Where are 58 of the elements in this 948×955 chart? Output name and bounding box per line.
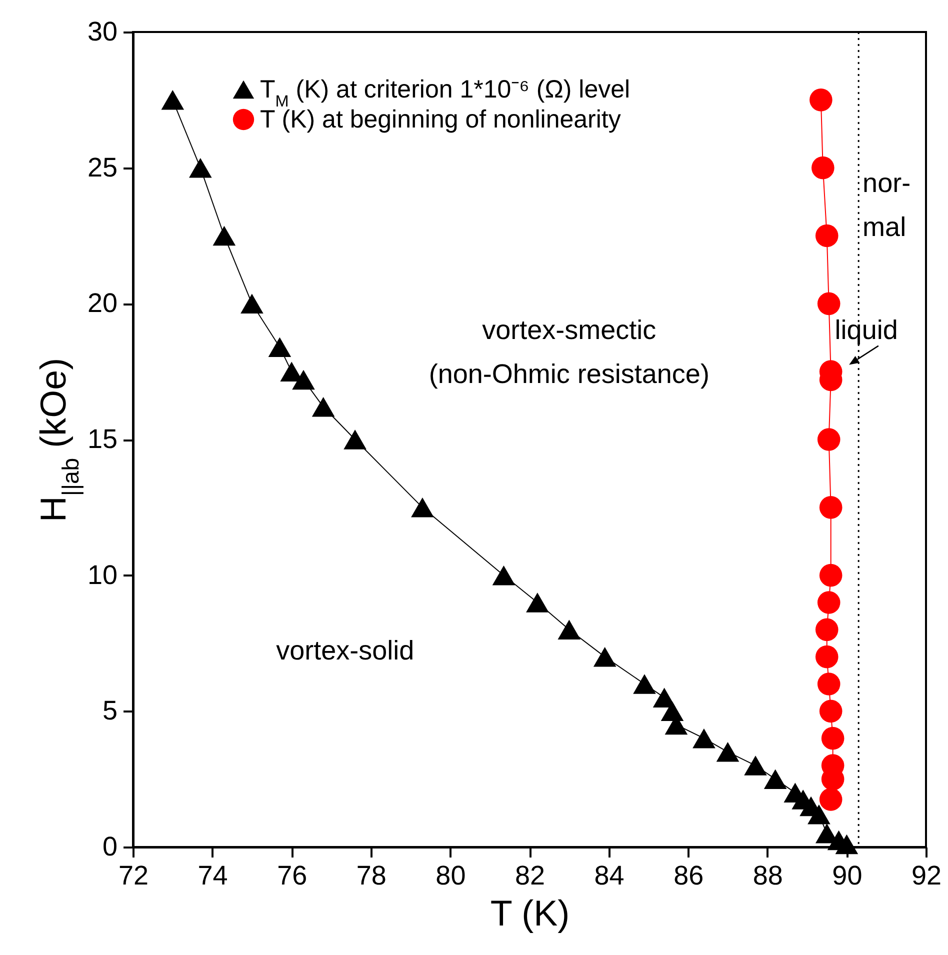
point <box>558 620 581 640</box>
point <box>411 498 434 518</box>
point <box>268 337 292 358</box>
point <box>492 565 516 586</box>
y-tick-label: 20 <box>87 288 118 318</box>
point <box>819 788 842 811</box>
point <box>817 292 840 316</box>
x-tick-label: 86 <box>674 860 704 890</box>
point <box>292 370 315 390</box>
point <box>817 672 840 696</box>
annotation: nor- mal <box>862 168 911 242</box>
annotation: vortex-smectic (non-Ohmic resistance) <box>428 314 710 389</box>
annotation: vortex-solid <box>276 635 414 666</box>
point <box>526 592 549 612</box>
point <box>312 397 335 417</box>
point <box>821 726 844 750</box>
point <box>764 769 787 789</box>
x-tick-label: 84 <box>594 860 624 890</box>
annotation: liquid <box>834 314 898 345</box>
point <box>815 645 838 668</box>
y-tick-label: 25 <box>87 152 118 182</box>
point <box>240 294 264 314</box>
x-tick-label: 92 <box>911 860 942 890</box>
x-tick-label: 80 <box>436 860 466 890</box>
point <box>344 430 366 450</box>
point <box>633 674 656 694</box>
x-tick-label: 76 <box>277 860 308 890</box>
y-tick-label: 10 <box>87 560 118 590</box>
x-tick-label: 72 <box>118 860 149 890</box>
x-tick-label: 78 <box>356 860 386 890</box>
point <box>817 591 840 614</box>
point <box>819 496 842 519</box>
x-tick-label: 74 <box>198 860 228 890</box>
point <box>819 564 842 587</box>
point <box>815 618 838 642</box>
point <box>819 700 842 723</box>
point <box>212 226 236 246</box>
point <box>815 224 838 248</box>
y-tick-label: 0 <box>102 832 118 862</box>
point <box>835 834 858 854</box>
y-tick-label: 30 <box>87 16 118 46</box>
point <box>817 428 840 451</box>
point <box>692 728 716 748</box>
x-axis-title: T (K) <box>490 892 570 934</box>
point <box>808 804 830 824</box>
point <box>593 646 616 667</box>
x-tick-label: 82 <box>514 860 546 890</box>
point <box>161 90 184 110</box>
x-tick-label: 90 <box>832 860 862 890</box>
point <box>660 701 684 722</box>
point <box>812 156 834 180</box>
point <box>744 756 767 776</box>
y-tick-label: 5 <box>102 696 118 726</box>
y-tick-label: 15 <box>87 424 118 454</box>
x-tick-label: 88 <box>752 860 783 890</box>
point <box>810 88 832 112</box>
point <box>189 158 212 178</box>
point <box>716 742 740 762</box>
